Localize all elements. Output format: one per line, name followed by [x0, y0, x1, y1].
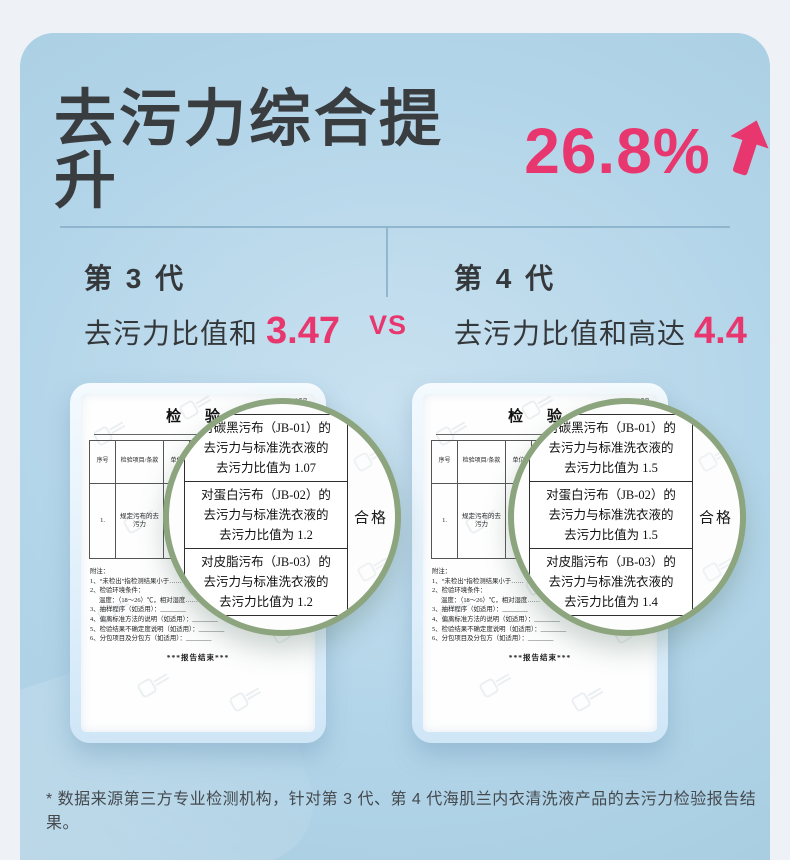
verdict-badge: 合格: [698, 510, 733, 527]
headline: 去污力综合提升 26.8%: [54, 89, 770, 213]
gen4-magnifier-circle: 对碳黑污布（JB-01）的 去污力与标准洗衣液的 去污力比值为 1.5 对蛋白污…: [508, 398, 746, 636]
result-line: 去污力与标准洗衣液的: [548, 441, 674, 455]
result-line: 去污力与标准洗衣液的: [203, 508, 329, 522]
headline-percent: 26.8%: [524, 115, 711, 187]
result-line: 去污力与标准洗衣液的: [203, 441, 329, 455]
gen4-ratio-label: 去污力比值和高达: [454, 318, 687, 349]
headline-text: 去污力综合提升: [54, 85, 445, 216]
result-line: 对碳黑污布（JB-01）的: [546, 421, 676, 435]
result-box-jb02: 对蛋白污布（JB-02）的 去污力与标准洗衣液的 去污力比值为 1.2: [184, 481, 348, 549]
result-line: 对皮脂污布（JB-03）的: [201, 555, 331, 569]
result-line: 去污力比值为 1.2: [219, 595, 313, 609]
watermark: [352, 451, 374, 473]
note-line: 温度：（18～26）℃，相对湿度……: [441, 596, 541, 604]
report-notes: 附注： 1、“未检出”指检测结果小于…… 2、检验环境条件： 温度：（18～26…: [90, 567, 311, 644]
gen4-ratio-value: 4.4: [694, 310, 747, 352]
vertical-divider: [386, 227, 388, 297]
note-line: 2、检验环境条件：: [90, 587, 145, 595]
result-line: 对蛋白污布（JB-02）的: [546, 488, 676, 502]
report-end-mark: ***报告结束***: [508, 653, 572, 662]
note-line: 1、“未检出”指检测结果小于……: [432, 577, 524, 585]
note-line: 6、分包项目及分包方（如适用）：________: [90, 635, 212, 643]
note-line: 1、“未检出”指检测结果小于……: [90, 577, 182, 585]
blue-panel: 去污力综合提升 26.8% 第 3 代 去污力比值和 3.47 VS 第 4 代…: [20, 33, 770, 860]
report-end-mark: ***报告结束***: [166, 653, 230, 662]
col-header: 检验项目/条款: [115, 440, 164, 484]
watermark: [697, 451, 719, 473]
gen3-label: 第 3 代: [84, 263, 187, 294]
gen3-results: 对碳黑污布（JB-01）的 去污力与标准洗衣液的 去污力比值为 1.07 对蛋白…: [184, 414, 348, 616]
data-source-footnote: * 数据来源第三方专业检测机构，针对第 3 代、第 4 代海肌兰内衣清洗液产品的…: [46, 791, 757, 832]
result-line: 对皮脂污布（JB-03）的: [546, 555, 676, 569]
gen3-ratio-label: 去污力比值和: [84, 318, 259, 349]
result-box-jb01: 对碳黑污布（JB-01）的 去污力与标准洗衣液的 去污力比值为 1.07: [184, 414, 348, 482]
result-line: 对碳黑污布（JB-01）的: [201, 421, 331, 435]
gen3-stat: 第 3 代 去污力比值和 3.47: [84, 257, 340, 353]
table-cell: 规定污布的去污力: [457, 483, 506, 559]
table-cell: 规定污布的去污力: [115, 483, 164, 559]
watermark: [478, 677, 500, 699]
result-box-jb03: 对皮脂污布（JB-03）的 去污力与标准洗衣液的 去污力比值为 1.4: [529, 548, 693, 616]
watermark: [570, 691, 592, 713]
col-header: 检验项目/条款: [457, 440, 506, 484]
gen3-ratio-value: 3.47: [266, 310, 340, 352]
col-header: 序号: [431, 440, 458, 484]
horizontal-divider: [60, 226, 730, 228]
result-line: 去污力与标准洗衣液的: [548, 575, 674, 589]
watermark: [136, 677, 158, 699]
result-line: 去污力与标准洗衣液的: [203, 575, 329, 589]
watermark: [228, 691, 250, 713]
watermark: [701, 561, 723, 583]
verdict-badge: 合格: [353, 510, 388, 527]
result-line: 去污力比值为 1.5: [564, 528, 658, 542]
note-line: 4、偏离标准方法的说明（如适用）：________: [90, 615, 218, 623]
result-box-jb03: 对皮脂污布（JB-03）的 去污力与标准洗衣液的 去污力比值为 1.2: [184, 548, 348, 616]
result-box-jb02: 对蛋白污布（JB-02）的 去污力与标准洗衣液的 去污力比值为 1.5: [529, 481, 693, 549]
result-line: 去污力与标准洗衣液的: [548, 508, 674, 522]
note-line: 3、抽样程序（如适用）：________: [90, 606, 186, 614]
result-line: 去污力比值为 1.5: [564, 461, 658, 475]
col-header: 序号: [89, 440, 116, 484]
notes-label: 附注：: [90, 568, 110, 575]
gen3-magnifier-circle: 对碳黑污布（JB-01）的 去污力与标准洗衣液的 去污力比值为 1.07 对蛋白…: [163, 398, 401, 636]
note-line: 4、偏离标准方法的说明（如适用）：________: [432, 615, 560, 623]
notes-label: 附注：: [432, 568, 452, 575]
note-line: 温度：（18～26）℃，相对湿度……: [99, 596, 199, 604]
result-line: 对蛋白污布（JB-02）的: [201, 488, 331, 502]
table-cell: 1.: [431, 483, 458, 559]
gen4-label: 第 4 代: [454, 263, 557, 294]
result-box-jb01: 对碳黑污布（JB-01）的 去污力与标准洗衣液的 去污力比值为 1.5: [529, 414, 693, 482]
result-line: 去污力比值为 1.2: [219, 528, 313, 542]
vs-text: VS: [369, 310, 408, 340]
note-line: 5、检验结果不确定度说明（如适用）：________: [432, 625, 567, 633]
note-line: 6、分包项目及分包方（如适用）：________: [432, 635, 554, 643]
result-line: 去污力比值为 1.4: [564, 595, 658, 609]
up-arrow-icon: [730, 120, 769, 176]
gen4-stat: 第 4 代 去污力比值和高达 4.4: [454, 257, 747, 353]
note-line: 5、检验结果不确定度说明（如适用）：________: [90, 625, 225, 633]
gen4-results: 对碳黑污布（JB-01）的 去污力与标准洗衣液的 去污力比值为 1.5 对蛋白污…: [529, 414, 693, 616]
note-line: 2、检验环境条件：: [432, 587, 487, 595]
result-line: 去污力比值为 1.07: [215, 461, 316, 475]
table-cell: 1.: [89, 483, 116, 559]
watermark: [356, 561, 378, 583]
report-notes: 附注： 1、“未检出”指检测结果小于…… 2、检验环境条件： 温度：（18～26…: [432, 567, 653, 644]
note-line: 3、抽样程序（如适用）：________: [432, 606, 528, 614]
